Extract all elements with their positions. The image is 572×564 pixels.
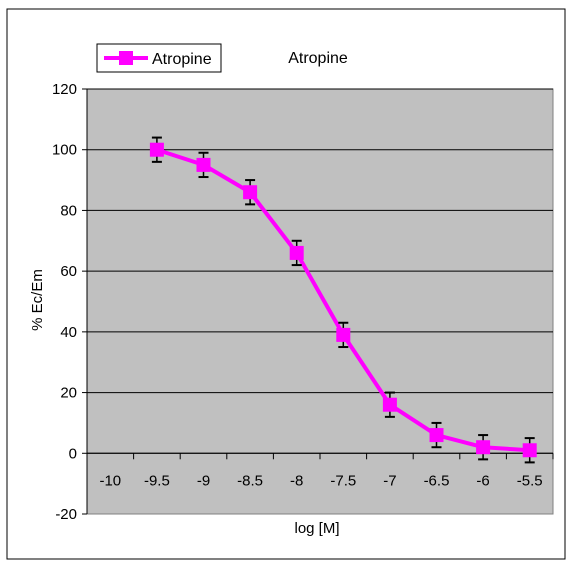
x-tick-label: -5.5 xyxy=(517,472,543,489)
y-tick-label: -20 xyxy=(55,506,77,523)
x-tick-label: -6.5 xyxy=(424,472,450,489)
x-tick-label: -6 xyxy=(476,472,489,489)
data-point xyxy=(289,245,304,260)
chart-title: Atropine xyxy=(288,50,348,67)
x-axis-label: log [M] xyxy=(294,520,339,537)
x-tick-label: -9.5 xyxy=(144,472,170,489)
x-tick-labels: -10 -9.5 -9 -8.5 -8 -7.5 -7 -6.5 -6 -5.5 xyxy=(99,472,542,489)
legend-marker xyxy=(119,51,133,65)
y-tick-label: 100 xyxy=(52,142,77,159)
y-tick-label: 80 xyxy=(60,202,77,219)
legend-label: Atropine xyxy=(152,51,212,68)
x-tick-label: -7 xyxy=(383,472,396,489)
data-point xyxy=(243,185,258,200)
data-point xyxy=(196,157,211,172)
grid-lines xyxy=(87,88,553,394)
data-point xyxy=(149,142,164,157)
data-point xyxy=(522,443,537,458)
axes xyxy=(82,88,554,515)
y-tick-label: 0 xyxy=(69,445,77,462)
x-tick-label: -8.5 xyxy=(237,472,263,489)
y-tick-label: 60 xyxy=(60,263,77,280)
data-point xyxy=(336,327,351,342)
data-point xyxy=(382,397,397,412)
x-tick-label: -9 xyxy=(197,472,210,489)
legend-box xyxy=(96,43,222,73)
x-tick-label: -8 xyxy=(290,472,303,489)
data-point xyxy=(429,428,444,443)
legend: Atropine xyxy=(96,43,222,73)
data-point xyxy=(476,440,491,455)
y-tick-labels: -20 0 20 40 60 80 100 120 xyxy=(52,81,77,523)
y-tick-label: 40 xyxy=(60,324,77,341)
y-tick-label: 20 xyxy=(60,385,77,402)
x-tick-label: -7.5 xyxy=(330,472,356,489)
y-tick-label: 120 xyxy=(52,81,77,98)
series-layer xyxy=(149,136,537,464)
y-axis-label: % Ec/Em xyxy=(29,269,46,331)
x-tick-label: -10 xyxy=(99,472,121,489)
